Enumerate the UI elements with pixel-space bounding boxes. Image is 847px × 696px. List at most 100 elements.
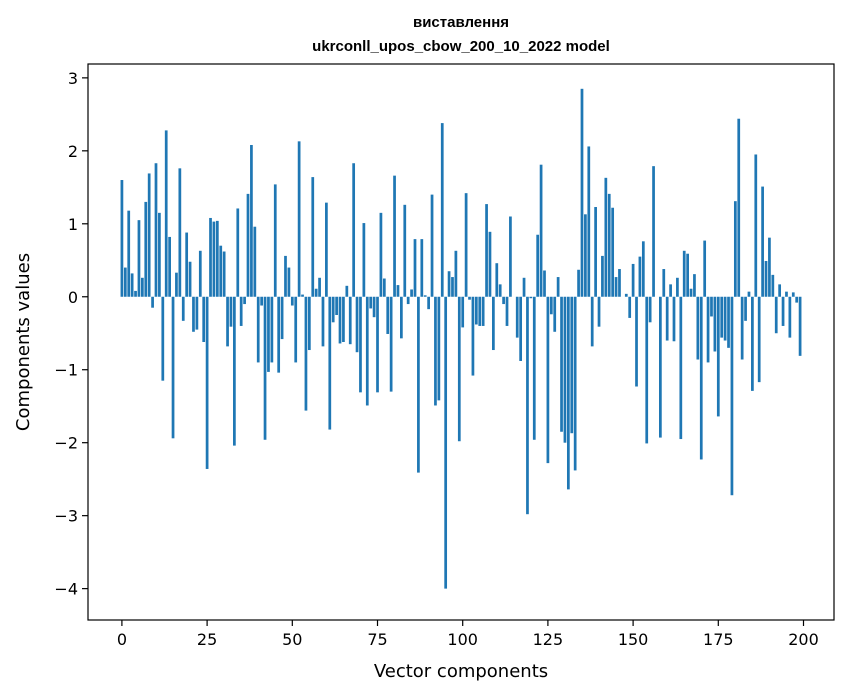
bar bbox=[219, 245, 223, 297]
x-tick-label: 100 bbox=[447, 630, 478, 649]
bar bbox=[420, 239, 424, 297]
bar bbox=[253, 226, 257, 297]
bar bbox=[365, 296, 369, 406]
bar bbox=[631, 263, 635, 297]
bar bbox=[140, 277, 144, 297]
chart-title-line-1: виставлення bbox=[413, 14, 509, 31]
bar bbox=[740, 296, 744, 360]
bar bbox=[774, 296, 778, 334]
y-tick-label: 1 bbox=[68, 215, 78, 234]
bar bbox=[215, 220, 219, 297]
bar bbox=[417, 296, 420, 473]
bar bbox=[689, 288, 693, 297]
y-tick-label: 3 bbox=[68, 69, 78, 88]
bar bbox=[355, 296, 359, 353]
bar bbox=[570, 296, 574, 434]
bar bbox=[584, 214, 587, 297]
bar bbox=[396, 285, 400, 297]
bar bbox=[676, 277, 679, 297]
x-tick-label: 25 bbox=[197, 630, 217, 649]
x-tick-label: 0 bbox=[117, 630, 127, 649]
bar bbox=[158, 212, 161, 297]
bar bbox=[123, 267, 127, 297]
bar bbox=[290, 296, 294, 306]
bar bbox=[263, 296, 267, 440]
bar bbox=[144, 201, 148, 297]
bar bbox=[185, 232, 189, 297]
bar bbox=[294, 296, 298, 363]
bar bbox=[737, 118, 741, 297]
bar bbox=[662, 269, 666, 297]
bar bbox=[764, 261, 768, 297]
bar bbox=[192, 296, 195, 332]
y-axis-ticks: −4 −3 −2 −1 0 1 2 3 bbox=[54, 69, 88, 599]
bar bbox=[604, 177, 608, 297]
bar bbox=[768, 237, 771, 297]
bar bbox=[747, 291, 751, 297]
bar bbox=[495, 263, 499, 297]
bar bbox=[601, 255, 604, 297]
bar bbox=[454, 250, 458, 297]
bar bbox=[560, 296, 563, 432]
y-tick-label: −3 bbox=[54, 507, 78, 526]
bar bbox=[468, 296, 471, 300]
bar bbox=[457, 296, 461, 442]
bar bbox=[342, 296, 345, 342]
bar bbox=[474, 296, 478, 325]
bar bbox=[566, 296, 570, 490]
bar bbox=[369, 296, 373, 309]
bar bbox=[580, 88, 584, 297]
x-tick-label: 125 bbox=[533, 630, 564, 649]
bar bbox=[492, 296, 495, 351]
bar bbox=[137, 220, 141, 297]
bar bbox=[785, 291, 788, 297]
bar bbox=[243, 296, 246, 305]
bar bbox=[645, 296, 649, 444]
y-tick-label: −4 bbox=[54, 580, 78, 599]
bar bbox=[430, 194, 434, 297]
bar bbox=[532, 296, 536, 440]
bar bbox=[284, 255, 287, 297]
bar bbox=[134, 290, 137, 297]
bar bbox=[665, 296, 669, 341]
bar bbox=[519, 296, 523, 361]
bar bbox=[226, 296, 229, 347]
y-axis-label: Components values bbox=[13, 253, 34, 431]
bar bbox=[318, 277, 321, 297]
bar bbox=[505, 296, 509, 326]
bar bbox=[321, 296, 325, 347]
bar bbox=[744, 296, 747, 321]
bar bbox=[222, 251, 226, 297]
bar bbox=[311, 177, 315, 297]
bar bbox=[791, 292, 795, 297]
bar bbox=[771, 274, 775, 297]
bar bbox=[178, 168, 182, 297]
bar bbox=[250, 144, 253, 297]
bar bbox=[594, 207, 597, 297]
bar bbox=[781, 296, 785, 326]
bar bbox=[798, 296, 802, 356]
bar bbox=[154, 163, 158, 297]
bar bbox=[164, 130, 168, 297]
bar bbox=[287, 267, 291, 297]
bar bbox=[307, 296, 311, 351]
bar bbox=[795, 296, 799, 303]
bar bbox=[751, 296, 754, 391]
bar bbox=[403, 204, 407, 297]
bar bbox=[195, 296, 199, 330]
bar bbox=[198, 250, 202, 297]
bar bbox=[338, 296, 342, 344]
bar bbox=[659, 296, 662, 438]
bar bbox=[434, 296, 437, 406]
bar bbox=[526, 296, 529, 515]
chart-title-line-2: ukrconll_upos_cbow_200_10_2022 model bbox=[312, 38, 610, 55]
bar bbox=[682, 250, 686, 297]
bar bbox=[611, 207, 615, 297]
bar bbox=[539, 164, 543, 297]
bar bbox=[693, 274, 696, 297]
x-axis-label: Vector components bbox=[374, 661, 548, 682]
bar bbox=[669, 284, 672, 297]
bar bbox=[120, 180, 124, 297]
bar bbox=[188, 261, 192, 297]
